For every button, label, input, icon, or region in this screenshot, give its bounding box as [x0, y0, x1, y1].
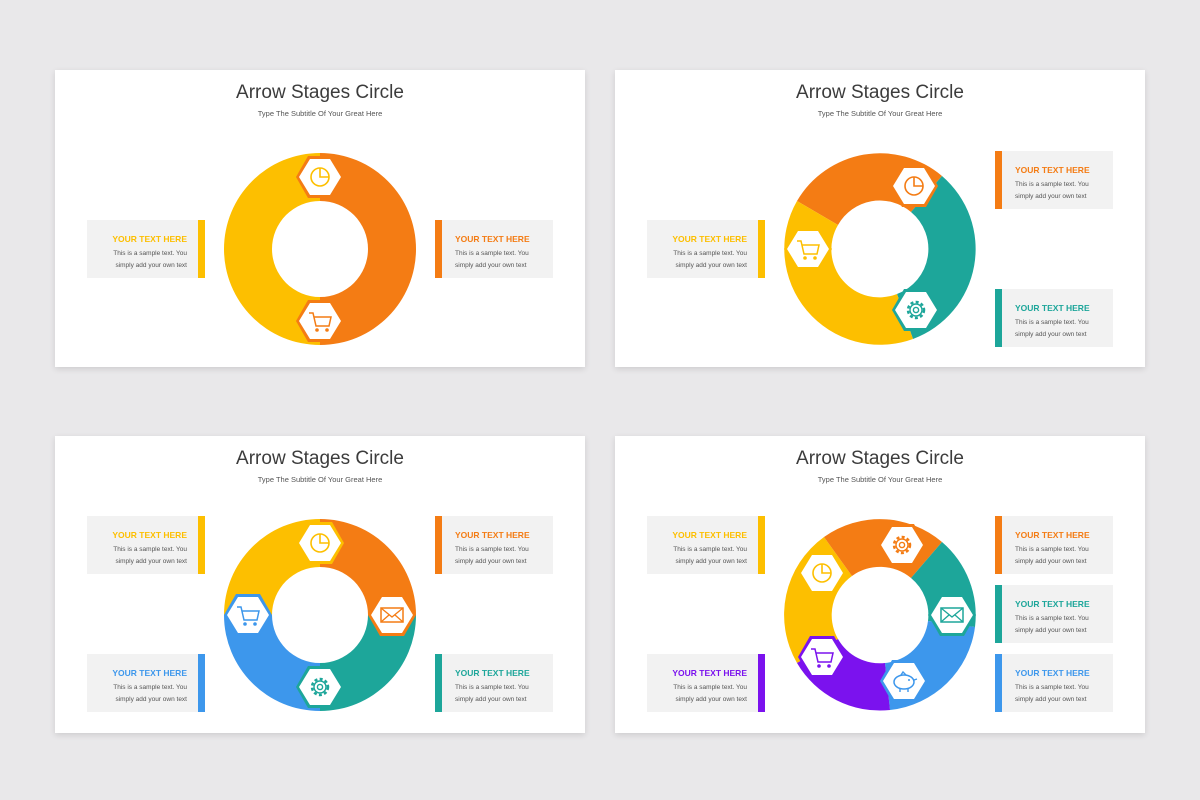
- slide-subtitle: Type The Subtitle Of Your Great Here: [257, 475, 383, 484]
- box-heading: YOUR TEXT HERE: [1015, 668, 1090, 678]
- box-heading: YOUR TEXT HERE: [672, 668, 747, 678]
- accent-bar: [435, 654, 442, 712]
- envelope-icon: [368, 594, 416, 636]
- pie-chart-icon: [798, 552, 846, 594]
- box-heading: YOUR TEXT HERE: [672, 530, 747, 540]
- box-text: This is a sample text. You simply add you…: [113, 250, 187, 269]
- box-text: This is a sample text. You simply add you…: [673, 250, 747, 269]
- text-box: YOUR TEXT HERE This is a sample text. Yo…: [87, 654, 205, 712]
- box-heading: YOUR TEXT HERE: [1015, 165, 1090, 175]
- segment-orange: [320, 153, 416, 345]
- accent-bar: [995, 289, 1002, 347]
- text-box: YOUR TEXT HERE This is a sample text. Yo…: [995, 289, 1113, 347]
- text-box: YOUR TEXT HERE This is a sample text. Yo…: [995, 654, 1113, 712]
- slide-2: Arrow Stages Circle Type The Subtitle Of…: [615, 70, 1145, 367]
- slide-4: Arrow Stages Circle Type The Subtitle Of…: [615, 436, 1145, 733]
- box-text: This is a sample text. You simply add you…: [1015, 615, 1089, 634]
- accent-bar: [995, 585, 1002, 643]
- text-box: YOUR TEXT HERE This is a sample text. Yo…: [435, 654, 553, 712]
- box-text: This is a sample text. You simply add you…: [673, 546, 747, 565]
- segment-yellow: [784, 201, 913, 345]
- box-heading: YOUR TEXT HERE: [112, 530, 187, 540]
- shopping-cart-icon: [224, 594, 272, 636]
- box-text: This is a sample text. You simply add you…: [1015, 684, 1089, 703]
- box-text: This is a sample text. You simply add you…: [455, 250, 529, 269]
- text-box: YOUR TEXT HERE This is a sample text. Yo…: [435, 516, 553, 574]
- box-heading: YOUR TEXT HERE: [455, 234, 530, 244]
- pie-chart-icon: [296, 522, 344, 564]
- accent-bar: [198, 220, 205, 278]
- box-heading: YOUR TEXT HERE: [672, 234, 747, 244]
- slide-subtitle: Type The Subtitle Of Your Great Here: [817, 109, 943, 118]
- shopping-cart-icon: [798, 636, 846, 678]
- accent-bar: [758, 220, 765, 278]
- slide-subtitle: Type The Subtitle Of Your Great Here: [257, 109, 383, 118]
- box-heading: YOUR TEXT HERE: [1015, 599, 1090, 609]
- stage-ring: [784, 153, 976, 345]
- accent-bar: [995, 516, 1002, 574]
- box-heading: YOUR TEXT HERE: [112, 234, 187, 244]
- text-box: YOUR TEXT HERE This is a sample text. Yo…: [647, 516, 765, 574]
- box-text: This is a sample text. You simply add you…: [113, 684, 187, 703]
- box-heading: YOUR TEXT HERE: [112, 668, 187, 678]
- accent-bar: [435, 220, 442, 278]
- piggy-bank-icon: [880, 660, 928, 702]
- accent-bar: [198, 516, 205, 574]
- slide-subtitle: Type The Subtitle Of Your Great Here: [817, 475, 943, 484]
- text-box: YOUR TEXT HERE This is a sample text. Yo…: [87, 220, 205, 278]
- accent-bar: [758, 516, 765, 574]
- shopping-cart-icon: [296, 300, 344, 342]
- gear-icon: [296, 666, 344, 708]
- box-heading: YOUR TEXT HERE: [1015, 530, 1090, 540]
- box-text: This is a sample text. You simply add you…: [673, 684, 747, 703]
- text-box: YOUR TEXT HERE This is a sample text. Yo…: [995, 585, 1113, 643]
- box-heading: YOUR TEXT HERE: [1015, 303, 1090, 313]
- slide-title: Arrow Stages Circle: [796, 448, 964, 469]
- envelope-icon: [928, 594, 976, 636]
- text-box: YOUR TEXT HERE This is a sample text. Yo…: [647, 220, 765, 278]
- accent-bar: [435, 516, 442, 574]
- text-box: YOUR TEXT HERE This is a sample text. Yo…: [995, 151, 1113, 209]
- accent-bar: [995, 654, 1002, 712]
- box-heading: YOUR TEXT HERE: [455, 668, 530, 678]
- box-text: This is a sample text. You simply add you…: [455, 546, 529, 565]
- box-text: This is a sample text. You simply add you…: [1015, 319, 1089, 338]
- gear-icon: [892, 289, 940, 331]
- slide-title: Arrow Stages Circle: [236, 82, 404, 103]
- stage-ring: [224, 519, 416, 711]
- slide-1: Arrow Stages Circle Type The Subtitle Of…: [55, 70, 585, 367]
- shopping-cart-icon: [784, 228, 832, 270]
- slide-3: Arrow Stages Circle Type The Subtitle Of…: [55, 436, 585, 733]
- text-box: YOUR TEXT HERE This is a sample text. Yo…: [995, 516, 1113, 574]
- accent-bar: [758, 654, 765, 712]
- accent-bar: [198, 654, 205, 712]
- slide-title: Arrow Stages Circle: [796, 82, 964, 103]
- gear-icon: [878, 524, 926, 566]
- segment-yellow: [224, 153, 320, 345]
- slide-title: Arrow Stages Circle: [236, 448, 404, 469]
- pie-chart-icon: [296, 156, 344, 198]
- box-text: This is a sample text. You simply add you…: [113, 546, 187, 565]
- stage-ring: [784, 519, 976, 711]
- box-heading: YOUR TEXT HERE: [455, 530, 530, 540]
- box-text: This is a sample text. You simply add you…: [1015, 181, 1089, 200]
- box-text: This is a sample text. You simply add you…: [455, 684, 529, 703]
- text-box: YOUR TEXT HERE This is a sample text. Yo…: [435, 220, 553, 278]
- accent-bar: [995, 151, 1002, 209]
- text-box: YOUR TEXT HERE This is a sample text. Yo…: [87, 516, 205, 574]
- stage-ring: [224, 153, 416, 345]
- text-box: YOUR TEXT HERE This is a sample text. Yo…: [647, 654, 765, 712]
- box-text: This is a sample text. You simply add you…: [1015, 546, 1089, 565]
- pie-chart-icon: [890, 165, 938, 207]
